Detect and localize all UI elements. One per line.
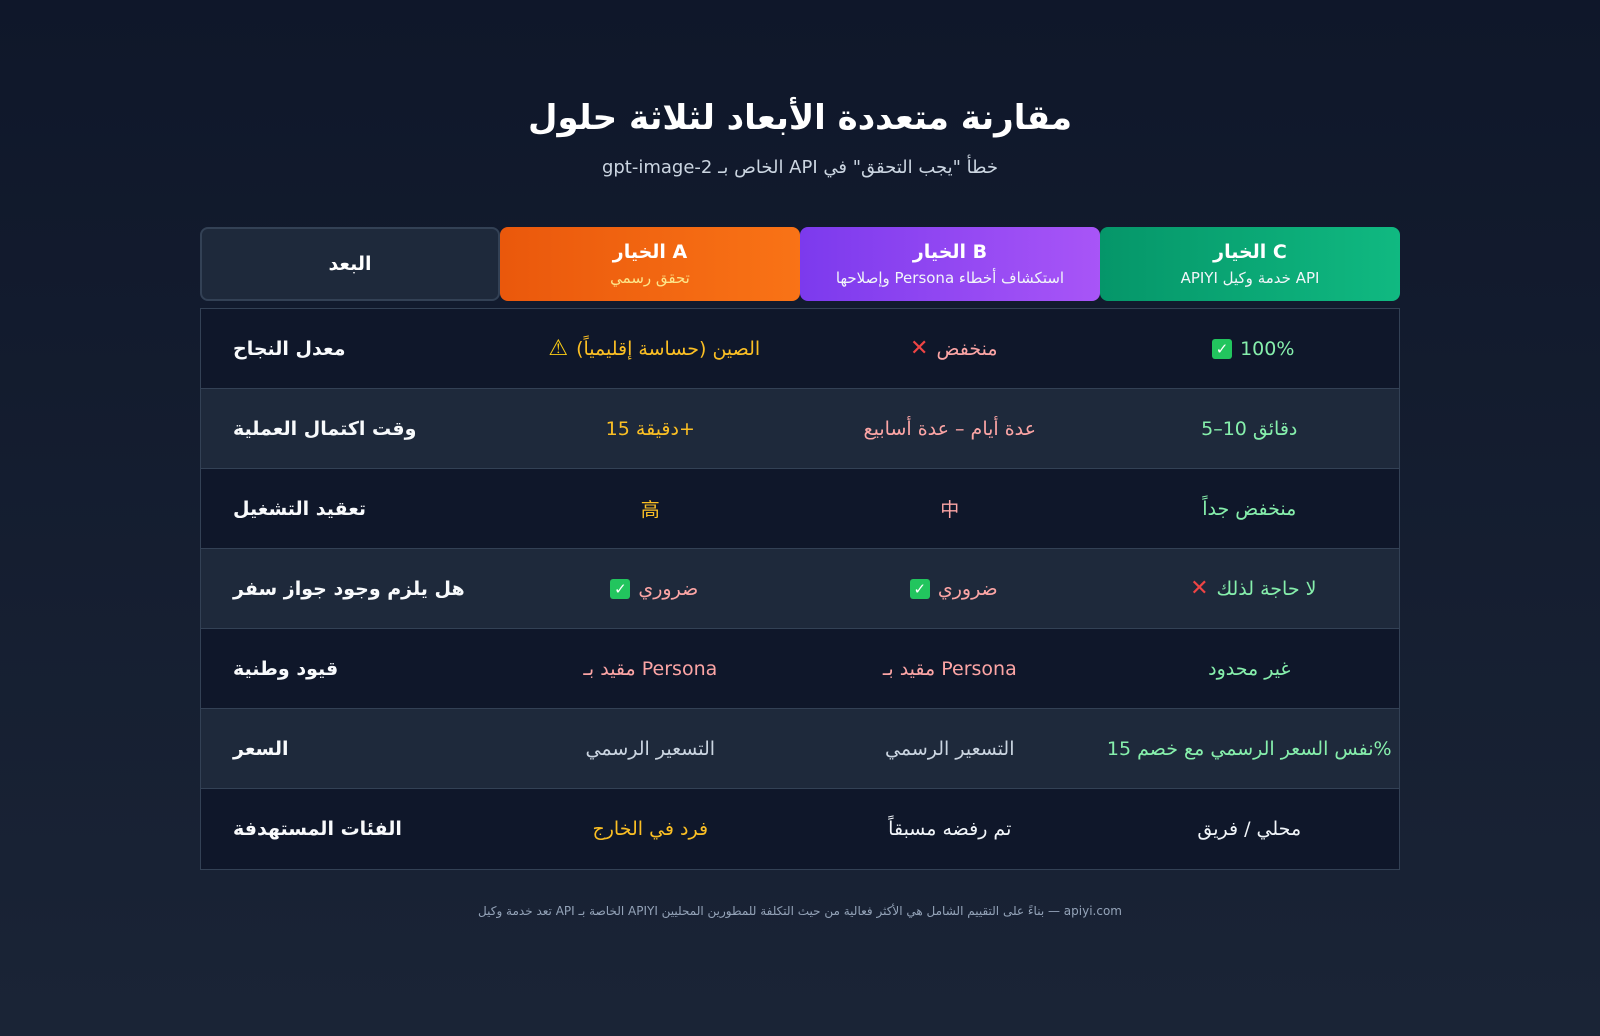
cell-value: التسعير الرسمي [585,737,716,760]
table-header: البعد الخيار A تحقق رسمي الخيار B وإصلاحها… [200,227,1400,301]
cell-value: غير محدود [1208,657,1291,680]
cell-value: تم رفضه مسبقاً [888,818,1012,840]
cross-icon: ✕ [910,336,929,361]
cell-option-a: ✓ ضروري [501,549,800,628]
option-a-subtitle: تحقق رسمي [610,269,690,287]
cell-option-c: منخفض جداً [1100,469,1399,548]
cell-option-a: التسعير الرسمي [501,709,800,788]
footer-note: تعد خدمة وكيل API الخاصة بـ APIYI بناءً … [478,904,1122,918]
table-row: الفئات المستهدفة فرد في الخارج تم رفضه مسب… [201,789,1399,869]
cell-option-b: مقيد بـ Persona [800,629,1099,708]
cell-value: 中 [940,499,960,521]
option-c-title: الخيار C [1213,241,1287,263]
comparison-table: معدل النجاح ⚠ الصين (حساسة إقليمياً) ✕ منخفض… [200,308,1400,870]
cell-option-a: ⚠ الصين (حساسة إقليمياً) [501,309,800,388]
warning-icon: ⚠ [548,336,569,361]
cross-icon: ✕ [1190,576,1209,601]
cell-option-a: مقيد بـ Persona [501,629,800,708]
cell-option-c: ✕ لا حاجة لذلك [1100,549,1399,628]
cell-option-c: غير محدود [1100,629,1399,708]
check-icon: ✓ [610,578,631,599]
option-c-subtitle: APIYI خدمة وكيل API [1180,269,1320,287]
cell-value: نفس السعر الرسمي مع خصم 15% [1106,737,1392,760]
cell-option-c: 5–10 دقائق [1100,389,1399,468]
header-option-c: الخيار C APIYI خدمة وكيل API [1100,227,1400,301]
cell-value: فرد في الخارج [592,818,709,840]
cell-option-c: نفس السعر الرسمي مع خصم 15% [1100,709,1399,788]
cell-value: 15 دقيقة+ [605,417,695,440]
cell-value: لا حاجة لذلك [1216,577,1317,600]
option-b-title: الخيار B [912,241,988,263]
page-subtitle: gpt-image-2 الخاص بـ API خطأ "يجب التحقق… [601,157,999,178]
header-dimension: البعد [200,227,500,301]
cell-option-b: ✕ منخفض [800,309,1099,388]
cell-option-a: فرد في الخارج [501,789,800,869]
cell-value: مقيد بـ Persona [882,657,1017,680]
row-label: وقت اكتمال العملية [233,417,417,440]
row-label: الفئات المستهدفة [233,818,402,840]
check-icon: ✓ [909,578,930,599]
cell-value: عدة أيام – عدة أسابيع [863,417,1036,440]
cell-value: ضروري [937,577,998,600]
cell-value: التسعير الرسمي [885,737,1015,760]
cell-value: محلي / فريق [1197,818,1302,840]
table-row: معدل النجاح ⚠ الصين (حساسة إقليمياً) ✕ منخفض… [201,309,1399,389]
cell-value: مقيد بـ Persona [583,657,718,680]
cell-value: منخفض [936,337,998,360]
cell-value: 100% [1240,337,1295,360]
row-label: معدل النجاح [233,337,346,360]
cell-option-b: تم رفضه مسبقاً [800,789,1099,869]
table-row: تعقيد التشغيل 高 中 منخفض جداً [201,469,1399,549]
cell-option-b: ✓ ضروري [800,549,1099,628]
cell-option-c: ✓ 100% [1100,309,1399,388]
check-icon: ✓ [1212,338,1233,359]
row-label: السعر [233,737,289,760]
cell-option-b: التسعير الرسمي [800,709,1099,788]
cell-value: 5–10 دقائق [1201,417,1298,440]
option-b-subtitle: وإصلاحها Persona استكشاف أخطاء [835,269,1065,287]
cell-value: ضروري [638,577,699,600]
table-row: هل يلزم وجود جواز سفر ✓ ضروري ✓ ضروري ✕ لا حاج… [201,549,1399,629]
cell-option-c: محلي / فريق [1100,789,1399,869]
header-dimension-label: البعد [328,253,372,275]
cell-value: منخفض جداً [1202,497,1297,520]
row-label: تعقيد التشغيل [233,497,367,520]
option-a-title: الخيار A [612,241,688,263]
header-option-a: الخيار A تحقق رسمي [500,227,800,301]
header-option-b: الخيار B وإصلاحها Persona استكشاف أخطاء [800,227,1100,301]
cell-value: الصين (حساسة إقليمياً) [576,337,761,360]
table-row: قيود وطنية مقيد بـ Persona مقيد بـ Persona… [201,629,1399,709]
cell-value: 高 [640,499,660,521]
table-row: السعر التسعير الرسمي التسعير الرسمي نفس الس… [201,709,1399,789]
row-label: قيود وطنية [233,657,339,680]
page-title: مقارنة متعددة الأبعاد لثلاثة حلول [527,98,1073,138]
cell-option-a: 15 دقيقة+ [501,389,800,468]
cell-option-b: عدة أيام – عدة أسابيع [800,389,1099,468]
table-row: وقت اكتمال العملية 15 دقيقة+ عدة أيام – عد… [201,389,1399,469]
row-label: هل يلزم وجود جواز سفر [233,577,465,600]
cell-option-b: 中 [800,469,1099,548]
cell-option-a: 高 [501,469,800,548]
